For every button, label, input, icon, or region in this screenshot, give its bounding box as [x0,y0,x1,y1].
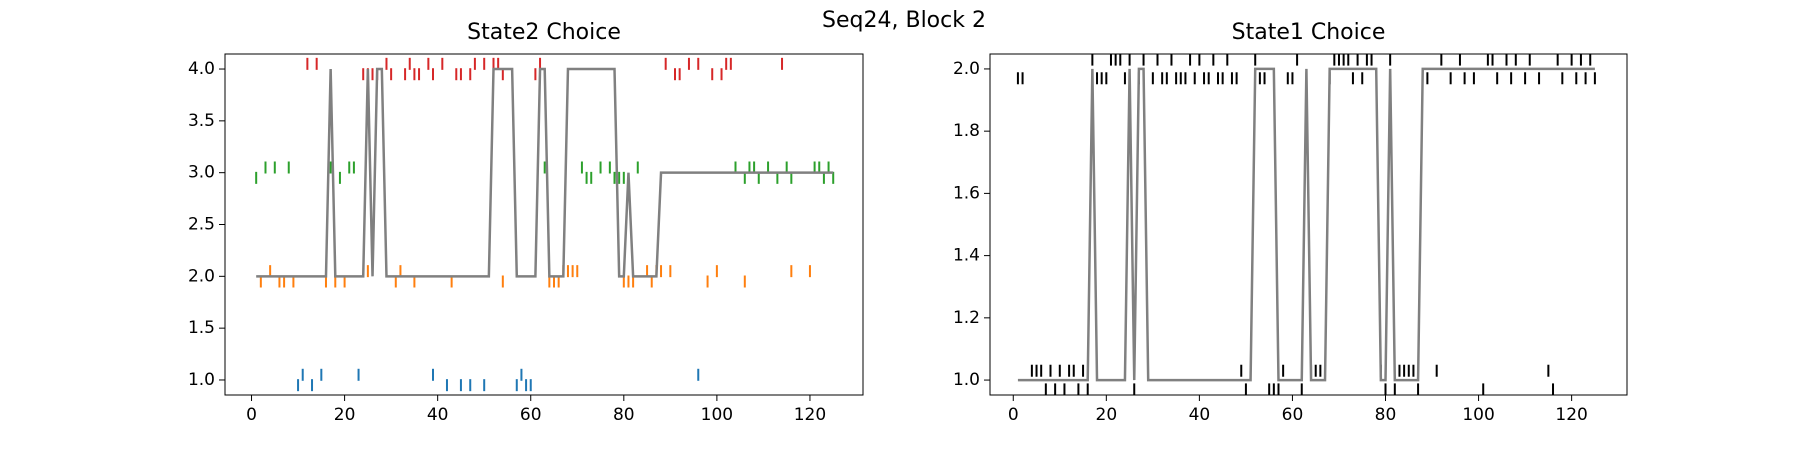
x-tick-label: 100 [701,405,733,425]
plot-area [1016,53,1596,396]
y-tick-label: 2.5 [188,215,215,235]
x-tick-label: 120 [1555,405,1587,425]
x-tick-label: 100 [1462,405,1494,425]
figure-title: Seq24, Block 2 [822,8,986,33]
subplot-title: State1 Choice [1232,20,1386,45]
axes-frame [224,53,864,396]
x-tick-label: 0 [246,405,257,425]
axes-frame [989,53,1628,396]
x-tick-label: 80 [613,405,635,425]
y-tick-label: 1.0 [188,370,215,390]
y-tick-label: 1.2 [953,308,980,328]
x-tick-label: 60 [1282,405,1304,425]
x-tick-label: 60 [520,405,542,425]
y-tick-label: 1.8 [953,121,980,141]
state-line [1017,67,1595,382]
x-tick-label: 20 [334,405,356,425]
y-tick-label: 3.5 [188,111,215,131]
x-tick-label: 0 [1008,405,1019,425]
y-tick-label: 1.0 [953,370,980,390]
subplot-title: State2 Choice [467,20,621,45]
y-tick-label: 2.0 [953,59,980,79]
y-tick-label: 1.4 [953,246,980,266]
x-tick-label: 40 [427,405,449,425]
x-tick-label: 20 [1096,405,1118,425]
y-tick-label: 1.5 [188,318,215,338]
x-tick-label: 120 [794,405,826,425]
plot-area [255,57,835,392]
y-tick-label: 4.0 [188,59,215,79]
x-tick-label: 80 [1375,405,1397,425]
y-tick-label: 2.0 [188,266,215,286]
state-line [256,67,834,278]
y-tick-label: 3.0 [188,163,215,183]
y-tick-label: 1.6 [953,183,980,203]
x-tick-label: 40 [1189,405,1211,425]
